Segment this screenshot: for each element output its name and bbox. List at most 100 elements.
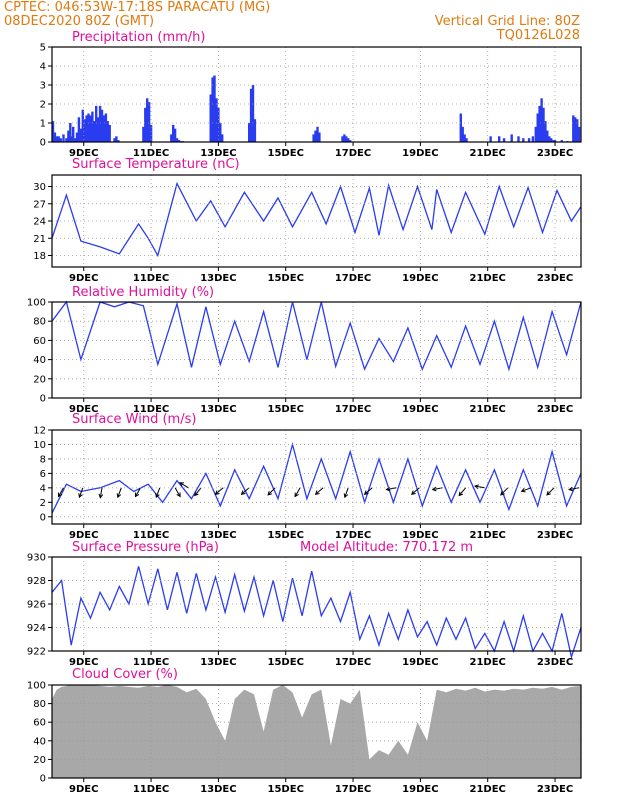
- precip-bar: [341, 136, 344, 142]
- precip-bar: [316, 126, 319, 142]
- x-tick-label: 11DEC: [133, 148, 169, 159]
- x-tick-label: 19DEC: [402, 404, 438, 415]
- x-tick-label: 23DEC: [537, 530, 573, 541]
- precip-bar: [98, 105, 102, 142]
- precip-bar: [312, 134, 315, 142]
- temperature-title: Surface Temperature (nC): [72, 157, 240, 172]
- precip-bar: [550, 138, 553, 142]
- y-tick-label: 20: [33, 755, 46, 766]
- precip-bar: [93, 121, 96, 142]
- y-tick-label: 5: [40, 43, 46, 54]
- precip-bar: [170, 134, 173, 142]
- y-tick-label: 80: [33, 317, 46, 328]
- y-tick-label: 924: [27, 623, 46, 634]
- x-tick-label: 9DEC: [69, 148, 98, 159]
- x-tick-label: 11DEC: [133, 273, 169, 284]
- precip-bar: [538, 105, 541, 142]
- precip-bar: [75, 132, 79, 142]
- x-tick-label: 21DEC: [470, 530, 506, 541]
- x-tick-label: 17DEC: [335, 784, 371, 795]
- x-tick-label: 21DEC: [470, 148, 506, 159]
- wind-title: Surface Wind (m/s): [72, 412, 196, 427]
- humidity-title: Relative Humidity (%): [72, 285, 214, 300]
- precip-bar: [69, 123, 72, 142]
- y-tick-label: 1: [40, 119, 46, 130]
- precip-bar: [100, 109, 104, 142]
- precip-bar: [349, 140, 352, 142]
- y-tick-label: 27: [33, 199, 46, 210]
- precip-bar: [560, 140, 563, 142]
- precip-bar: [67, 130, 70, 142]
- wind-arrow: [179, 482, 189, 489]
- precip-bar: [576, 119, 579, 142]
- wind-arrow: [155, 487, 161, 499]
- precip-bar: [85, 115, 88, 142]
- precip-bar: [489, 136, 492, 142]
- x-tick-label: 15DEC: [268, 657, 304, 668]
- x-tick-label: 17DEC: [335, 273, 371, 284]
- y-tick-label: 24: [33, 217, 46, 228]
- y-tick-label: 12: [33, 426, 46, 437]
- wind-arrow: [546, 487, 555, 496]
- precip-bar: [527, 138, 531, 142]
- precip-bar: [347, 138, 350, 142]
- wind-arrow: [267, 487, 276, 496]
- precip-bar: [318, 132, 321, 142]
- header-model: TQ0126L028: [496, 28, 580, 43]
- precip-bar: [534, 126, 537, 142]
- cloud-area: [52, 685, 581, 778]
- wind-frame: [51, 429, 582, 525]
- precip-bar: [536, 113, 539, 142]
- precip-bar: [113, 138, 116, 142]
- x-tick-label: 15DEC: [268, 404, 304, 415]
- y-tick-label: 6: [40, 469, 46, 480]
- precip-bar: [345, 136, 348, 142]
- precip-bar: [73, 138, 77, 142]
- x-tick-label: 23DEC: [537, 148, 573, 159]
- header-grid-line: Vertical Grid Line: 80Z: [435, 14, 580, 29]
- precip-bar: [249, 88, 253, 142]
- y-tick-label: 80: [33, 699, 46, 710]
- precip-bar: [248, 123, 251, 142]
- x-tick-label: 21DEC: [470, 404, 506, 415]
- precip-bar: [97, 117, 100, 142]
- precip-bar: [175, 138, 179, 142]
- pressure-line: [51, 566, 582, 660]
- precip-bar: [51, 121, 55, 142]
- x-tick-label: 9DEC: [69, 273, 98, 284]
- humidity-line: [51, 300, 582, 372]
- wind-line: [51, 441, 582, 514]
- y-tick-label: 0: [40, 512, 46, 523]
- cloud-title: Cloud Cover (%): [72, 667, 178, 682]
- y-tick-label: 10: [33, 440, 46, 451]
- wind-arrow: [411, 487, 420, 495]
- y-tick-label: 21: [33, 234, 46, 245]
- precip-bar: [115, 136, 118, 142]
- temperature-line: [51, 181, 582, 258]
- precip-bar: [53, 132, 57, 142]
- x-tick-label: 13DEC: [200, 530, 236, 541]
- header-station: CPTEC: 046:53W-17:18S PARACATU (MG): [4, 0, 270, 15]
- wind-arrow: [431, 486, 443, 492]
- y-tick-label: 2: [40, 498, 46, 509]
- y-tick-label: 0: [40, 138, 46, 149]
- precip-bar: [574, 117, 577, 142]
- precip-bar: [572, 115, 575, 142]
- x-tick-label: 19DEC: [402, 530, 438, 541]
- precip-bar: [517, 136, 520, 142]
- x-tick-label: 17DEC: [335, 404, 371, 415]
- header-run-date: 08DEC2020 80Z (GMT): [4, 14, 154, 29]
- precip-bar: [95, 105, 98, 142]
- x-tick-label: 19DEC: [402, 784, 438, 795]
- x-tick-label: 13DEC: [200, 148, 236, 159]
- precip-bar: [221, 134, 224, 142]
- precip-bar: [79, 128, 83, 142]
- y-tick-label: 926: [27, 600, 46, 611]
- wind-arrow: [194, 487, 202, 497]
- precip-bar: [540, 98, 543, 142]
- x-tick-label: 23DEC: [537, 273, 573, 284]
- x-tick-label: 9DEC: [69, 530, 98, 541]
- precipitation-panel: 0 1 2 3 4 5 9DEC 11DEC 13DEC 15DEC 17DEC 19DEC 21DEC…: [40, 30, 582, 159]
- wind-arrow: [116, 487, 122, 499]
